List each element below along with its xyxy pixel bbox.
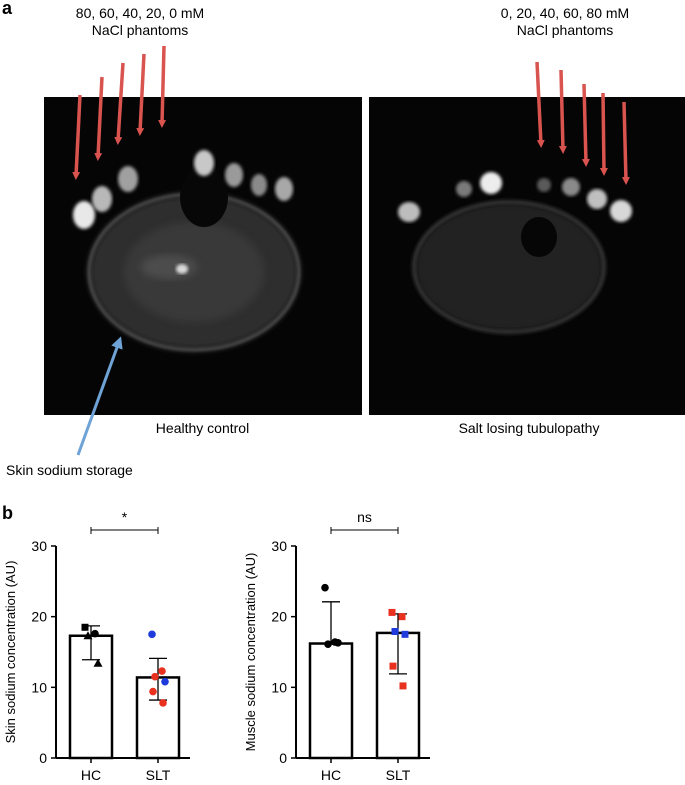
- right-phantom-label-line2: NaCl phantoms: [516, 22, 614, 38]
- data-point: [334, 639, 342, 647]
- skin-sodium-arrow: [76, 336, 123, 456]
- y-tick-label: 20: [31, 609, 47, 625]
- left-phantom-label: 80, 60, 40, 20, 0 mM NaCl phantoms: [40, 5, 240, 39]
- data-point: [159, 699, 167, 707]
- phantom-arrows-left: [72, 45, 167, 180]
- data-point: [158, 667, 166, 675]
- y-tick-label: 10: [271, 679, 287, 695]
- data-point: [399, 682, 407, 690]
- panel-letter-a: a: [2, 0, 13, 18]
- chart-muscle-sodium: 0 10 20 30 Muscle sodium concentration (AU) H…: [240, 500, 470, 785]
- y-tick-label: 0: [39, 750, 47, 766]
- data-point: [389, 662, 397, 670]
- x-tick-label-hc: HC: [321, 767, 341, 783]
- y-axis-label: Skin sodium concentration (AU): [3, 561, 18, 744]
- data-point: [391, 628, 399, 636]
- data-point: [93, 658, 103, 667]
- left-phantom-label-line1: 80, 60, 40, 20, 0 mM: [75, 5, 205, 21]
- chart-skin-sodium: 0 10 20 30 Skin sodium concentration (AU) HC S…: [0, 500, 230, 785]
- phantom-arrows-right: [535, 61, 630, 185]
- data-point: [161, 677, 169, 686]
- left-phantom-label-line2: NaCl phantoms: [91, 22, 189, 38]
- panel-letter-b: b: [2, 503, 13, 523]
- mri-image-healthy-control: [44, 97, 362, 415]
- y-tick-label: 0: [279, 750, 287, 766]
- annotation-arrows: [72, 45, 630, 456]
- y-tick-label: 10: [31, 679, 47, 695]
- y-tick-label: 30: [31, 538, 47, 554]
- data-point: [398, 613, 406, 621]
- caption-healthy-control: Healthy control: [155, 420, 250, 436]
- significance-label: ns: [357, 509, 372, 525]
- y-tick-label: 30: [271, 538, 287, 554]
- data-point: [149, 687, 157, 696]
- x-tick-label-hc: HC: [81, 767, 101, 783]
- mri-image-salt-losing-tubulopathy: [369, 97, 685, 415]
- caption-salt-losing-tubulopathy: Salt losing tubulopathy: [458, 420, 600, 436]
- right-phantom-label: 0, 20, 40, 60, 80 mM NaCl phantoms: [465, 5, 665, 39]
- data-point: [401, 630, 409, 638]
- data-point: [321, 583, 329, 592]
- skin-sodium-storage-label: Skin sodium storage: [6, 462, 133, 478]
- right-phantom-label-line1: 0, 20, 40, 60, 80 mM: [500, 5, 630, 21]
- data-point: [91, 629, 99, 638]
- y-tick-label: 20: [271, 609, 287, 625]
- data-point: [83, 631, 93, 640]
- data-point: [81, 623, 89, 631]
- y-axis-label: Muscle sodium concentration (AU): [243, 553, 258, 752]
- data-point: [324, 640, 332, 649]
- data-point: [151, 672, 159, 681]
- x-tick-label-slt: SLT: [146, 767, 171, 783]
- x-tick-label-slt: SLT: [386, 767, 411, 783]
- significance-label: *: [122, 509, 128, 525]
- data-point: [148, 630, 156, 639]
- data-point: [388, 608, 396, 616]
- bar-hc: [308, 642, 354, 760]
